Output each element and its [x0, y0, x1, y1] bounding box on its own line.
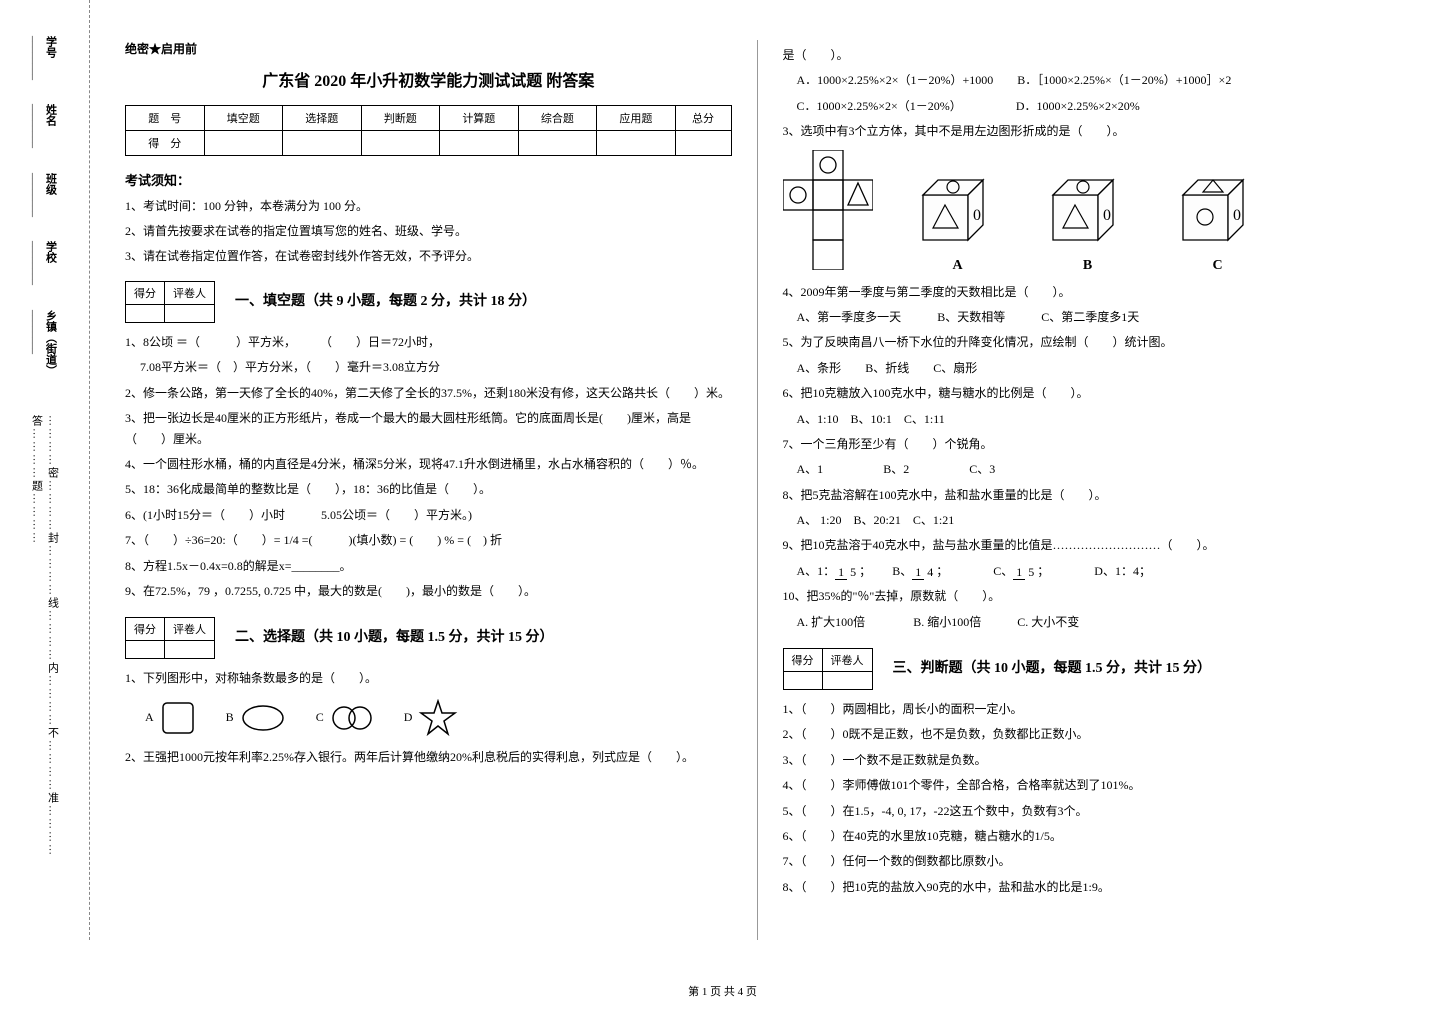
fill-q9: 9、在72.5%，79 ，0.7255, 0.725 中，最大的数是( )，最小…: [125, 581, 732, 601]
choice-q10: 10、把35%的"％"去掉，原数就（ ）。: [783, 586, 1391, 606]
score-header: 综合题: [518, 106, 597, 131]
grader-box: 得分评卷人: [125, 617, 215, 659]
section-1-title: 一、填空题（共 9 小题，每题 2 分，共计 18 分）: [235, 290, 536, 310]
judge-q6: 6、（ ）在40克的水里放10克糖，糖占糖水的1/5。: [783, 826, 1391, 846]
svg-text:0: 0: [973, 207, 981, 224]
judge-q4: 4、（ ）李师傅做101个零件，全部合格，合格率就达到了101%。: [783, 775, 1391, 795]
judge-q2: 2、（ ）0既不是正数，也不是负数，负数都比正数小。: [783, 724, 1391, 744]
score-row-label: 得 分: [126, 131, 205, 156]
fill-q8: 8、方程1.5x－0.4x=0.8的解是x=________。: [125, 556, 732, 576]
cube-c: 0 C: [1173, 170, 1263, 274]
score-header: 应用题: [597, 106, 676, 131]
cube-net-unfolded: [783, 150, 873, 274]
sidebar-field-banji: 班级________: [29, 167, 61, 235]
fill-q1b: 7.08平方米＝（ ）平方分米，（ ）毫升＝3.08立方分: [125, 357, 732, 377]
notice-item: 1、考试时间：100 分钟，本卷满分为 100 分。: [125, 197, 732, 215]
judge-q7: 7、（ ）任何一个数的倒数都比原数小。: [783, 851, 1391, 871]
score-header: 题 号: [126, 106, 205, 131]
sidebar-field-xingming: 姓名________: [29, 98, 61, 166]
choice-q1: 1、下列图形中，对称轴条数最多的是（ ）。: [125, 668, 732, 688]
notice-item: 3、请在试卷指定位置作答，在试卷密封线外作答无效，不予评分。: [125, 247, 732, 265]
binding-sidebar: 学号________ 姓名________ 班级________ 学校_____…: [0, 0, 90, 940]
choice-q4-opts: A、第一季度多一天 B、天数相等 C、第二季度多1天: [783, 307, 1391, 327]
notice-heading: 考试须知：: [125, 170, 732, 189]
choice-q2-cont: 是（ ）。: [783, 45, 1391, 65]
choice-q7: 7、一个三角形至少有（ ）个锐角。: [783, 434, 1391, 454]
choice-q6: 6、把10克糖放入100克水中，糖与糖水的比例是（ ）。: [783, 383, 1391, 403]
choice-q10-opts: A. 扩大100倍 B. 缩小100倍 C. 大小不变: [783, 612, 1391, 632]
square-icon: [160, 700, 196, 736]
grader-box: 得分评卷人: [783, 648, 873, 690]
fill-q4: 4、一个圆柱形水桶，桶的内直径是4分米，桶深5分米，现将47.1升水倒进桶里，水…: [125, 454, 732, 474]
cube-a: 0 A: [913, 170, 1003, 274]
grader-box: 得分评卷人: [125, 281, 215, 323]
fill-q3: 3、把一张边长是40厘米的正方形纸片，卷成一个最大的最大圆柱形纸筒。它的底面周长…: [125, 408, 732, 449]
score-header: 总分: [675, 106, 731, 131]
seal-line-text: …………密…………封…………线…………内…………不…………准…………答…………题…: [27, 409, 63, 910]
page-content: 绝密★启用前 广东省 2020 年小升初数学能力测试试题 附答案 题 号 填空题…: [0, 0, 1445, 940]
right-column: 是（ ）。 A．1000×2.25%×2×（1－20%）+1000 B．［100…: [758, 40, 1416, 940]
star-icon: [418, 699, 458, 737]
sidebar-field-xuexiao: 学校________: [29, 235, 61, 303]
cube-b: 0 B: [1043, 170, 1133, 274]
section-3-title: 三、判断题（共 10 小题，每题 1.5 分，共计 15 分）: [893, 657, 1212, 677]
fill-q6: 6、(1小时15分＝（ ）小时 5.05公顷＝（ ）平方米。): [125, 505, 732, 525]
ellipse-icon: [240, 703, 286, 733]
score-header: 计算题: [440, 106, 519, 131]
choice-q8-opts: A、 1:20 B、20:21 C、1:21: [783, 510, 1391, 530]
svg-text:0: 0: [1233, 207, 1241, 224]
judge-q1: 1、（ ）两圆相比，周长小的面积一定小。: [783, 699, 1391, 719]
fill-q5: 5、18：36化成最简单的整数比是（ ），18：36的比值是（ ）。: [125, 479, 732, 499]
sidebar-field-xiangzhen: 乡镇（街道）________: [29, 304, 61, 410]
choice-q2: 2、王强把1000元按年利率2.25%存入银行。两年后计算他缴纳20%利息税后的…: [125, 747, 732, 767]
fill-q2: 2、修一条公路，第一天修了全长的40%，第二天修了全长的37.5%，还剩180米…: [125, 383, 732, 403]
left-column: 绝密★启用前 广东省 2020 年小升初数学能力测试试题 附答案 题 号 填空题…: [100, 40, 758, 940]
choice-q8: 8、把5克盐溶解在100克水中，盐和盐水重量的比是（ ）。: [783, 485, 1391, 505]
choice-q5-opts: A、条形 B、折线 C、扇形: [783, 358, 1391, 378]
score-header: 填空题: [204, 106, 283, 131]
choice-q1-shapes: A B C D: [145, 699, 732, 737]
sidebar-field-xuehao: 学号________: [29, 30, 61, 98]
secret-label: 绝密★启用前: [125, 40, 732, 57]
choice-q3: 3、选项中有3个立方体，其中不是用左边图形折成的是（ ）。: [783, 121, 1391, 141]
cube-nets: 0 A 0 B: [783, 150, 1391, 274]
score-header: 判断题: [361, 106, 440, 131]
judge-q8: 8、（ ）把10克的盐放入90克的水中，盐和盐水的比是1:9。: [783, 877, 1391, 897]
judge-q5: 5、（ ）在1.5，-4, 0, 17，-22这五个数中，负数有3个。: [783, 801, 1391, 821]
choice-q4: 4、2009年第一季度与第二季度的天数相比是（ ）。: [783, 282, 1391, 302]
table-row: 题 号 填空题 选择题 判断题 计算题 综合题 应用题 总分: [126, 106, 732, 131]
choice-q6-opts: A、1:10 B、10:1 C、1:11: [783, 409, 1391, 429]
choice-q7-opts: A、1 B、2 C、3: [783, 459, 1391, 479]
fill-q1a: 1、8公顷 ＝（ ）平方米， （ ）日＝72小时，: [125, 332, 732, 352]
svg-text:0: 0: [1103, 207, 1111, 224]
notice-item: 2、请首先按要求在试卷的指定位置填写您的姓名、班级、学号。: [125, 222, 732, 240]
score-header: 选择题: [283, 106, 362, 131]
table-row: 得 分: [126, 131, 732, 156]
choice-q2-c: C．1000×2.25%×2×（1－20%） D．1000×2.25%×2×20…: [783, 96, 1391, 116]
fill-q7: 7、（ ）÷36=20:（ ）= 1/4 =( )(填小数) = ( ) % =…: [125, 530, 732, 550]
judge-q3: 3、（ ）一个数不是正数就是负数。: [783, 750, 1391, 770]
choice-q2-a: A．1000×2.25%×2×（1－20%）+1000 B．［1000×2.25…: [783, 70, 1391, 90]
two-circles-icon: [330, 703, 374, 733]
page-footer: 第 1 页 共 4 页: [0, 983, 1445, 999]
choice-q9: 9、把10克盐溶于40克水中，盐与盐水重量的比值是………………………（ ）。: [783, 535, 1391, 555]
choice-q5: 5、为了反映南昌八一桥下水位的升降变化情况，应绘制（ ）统计图。: [783, 332, 1391, 352]
section-2-title: 二、选择题（共 10 小题，每题 1.5 分，共计 15 分）: [235, 626, 554, 646]
score-table: 题 号 填空题 选择题 判断题 计算题 综合题 应用题 总分 得 分: [125, 105, 732, 156]
choice-q9-opts: A、1：15； B、14； C、15； D、1：4；: [783, 561, 1391, 581]
exam-title: 广东省 2020 年小升初数学能力测试试题 附答案: [125, 67, 732, 91]
